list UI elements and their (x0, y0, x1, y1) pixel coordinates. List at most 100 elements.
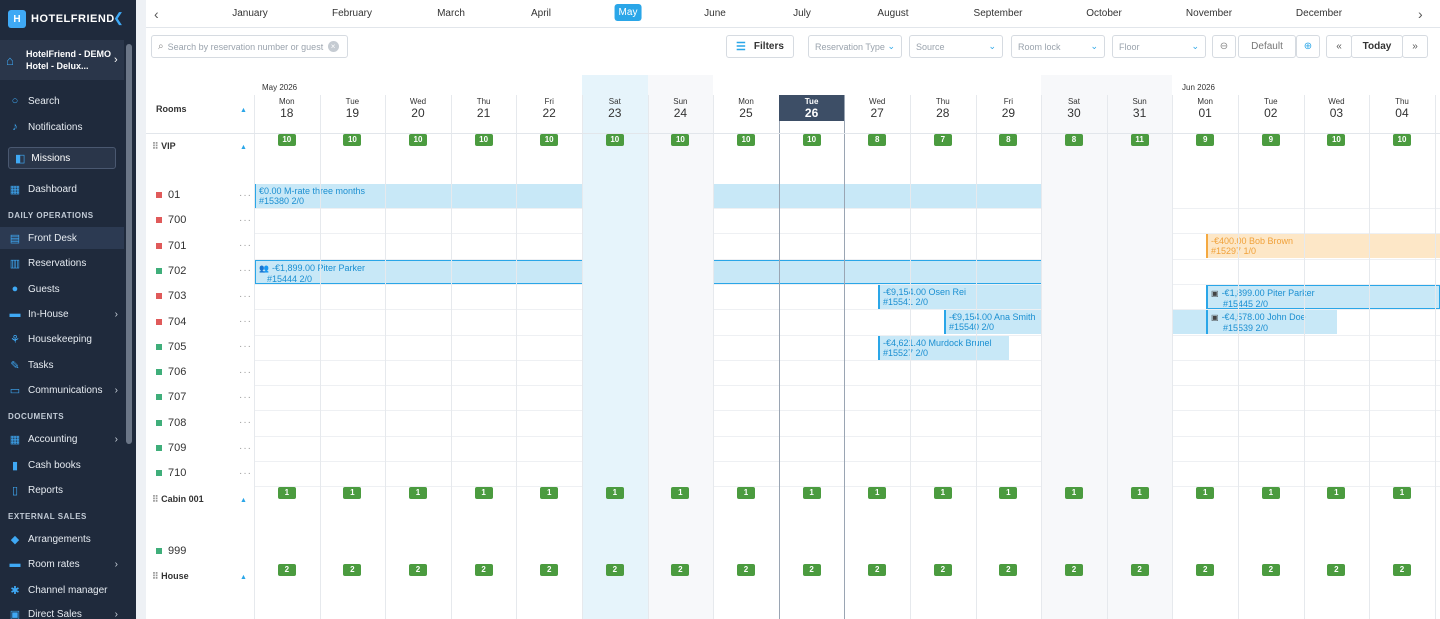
more-options-icon[interactable]: ··· (239, 189, 252, 201)
day-header[interactable]: Sun 24 (648, 95, 714, 121)
chevron-right-icon[interactable]: › (1418, 6, 1423, 22)
collapse-icon[interactable]: ▲ (240, 144, 247, 151)
reservation-bar[interactable]: -€4,621.40 Murdock Brunel #15527 2/0 (878, 336, 1009, 360)
sidebar-item-accounting[interactable]: ▦ Accounting › (0, 428, 124, 450)
room-708[interactable]: 708 ··· (156, 413, 252, 433)
more-options-icon[interactable]: ··· (239, 316, 252, 327)
month-january[interactable]: January (232, 8, 268, 19)
sidebar-item-guests[interactable]: ● Guests (0, 278, 124, 300)
hotel-selector[interactable]: ⌂ HotelFriend - DEMO Hotel - Delux... › (0, 40, 124, 80)
missions-button[interactable]: ◧ Missions (8, 147, 116, 169)
more-options-icon[interactable]: ··· (239, 341, 252, 353)
previous-period-button[interactable]: « (1326, 35, 1352, 58)
day-header[interactable]: Fri 29 (976, 95, 1042, 121)
day-header[interactable]: Mon 18 (254, 95, 320, 121)
room-701[interactable]: 701 ··· (156, 236, 252, 256)
reservation-bar[interactable]: ▣ -€1,899.00 Piter Parker #15445 2/0 (1206, 285, 1440, 309)
sidebar-item-notifications[interactable]: ♪ Notifications (0, 116, 124, 138)
room-705[interactable]: 705 ··· (156, 337, 252, 357)
sidebar-item-search[interactable]: ○ Search (0, 90, 124, 112)
group-house[interactable]: ⠿ House (152, 571, 189, 582)
day-header[interactable]: Tue 02 (1238, 95, 1304, 121)
zoom-out-button[interactable]: ⊖ (1212, 35, 1236, 58)
clear-icon[interactable]: × (327, 41, 339, 52)
chevron-left-icon[interactable]: ‹ (154, 6, 159, 22)
month-march[interactable]: March (437, 8, 465, 19)
reservation-bar[interactable]: -€400.00 Bob Brown #15297 1/0 (1206, 234, 1440, 258)
sidebar-item-reservations[interactable]: ▥ Reservations (0, 252, 124, 274)
room-702[interactable]: 702 ··· (156, 261, 252, 281)
sidebar-item-direct-sales[interactable]: ▣ Direct Sales › (0, 603, 124, 619)
month-february[interactable]: February (331, 8, 373, 19)
sidebar-item-arrangements[interactable]: ◆ Arrangements (0, 528, 124, 550)
more-options-icon[interactable]: ··· (239, 366, 252, 378)
sidebar-item-channel-manager[interactable]: ✱ Channel manager (0, 579, 124, 601)
room-707[interactable]: 707 ··· (156, 387, 252, 407)
collapse-sidebar-icon[interactable]: ❮ (113, 10, 124, 25)
room-710[interactable]: 710 ··· (156, 463, 252, 483)
more-options-icon[interactable]: ··· (239, 442, 252, 454)
logo[interactable]: H HOTELFRIEND (8, 8, 115, 30)
more-options-icon[interactable]: ··· (239, 240, 252, 252)
more-options-icon[interactable]: ··· (239, 214, 252, 226)
month-july[interactable]: July (793, 8, 811, 19)
room-704[interactable]: 704 ··· (156, 312, 252, 332)
month-may[interactable]: May (614, 4, 642, 21)
month-june[interactable]: June (704, 8, 726, 19)
month-april[interactable]: April (530, 8, 552, 19)
sidebar-item-front-desk[interactable]: ▤ Front Desk (0, 227, 124, 249)
day-header[interactable]: Sat 30 (1041, 95, 1107, 121)
more-options-icon[interactable]: ··· (239, 290, 252, 302)
sort-icon[interactable]: ▲ (240, 107, 247, 114)
room-999[interactable]: 999 (156, 541, 252, 561)
day-header[interactable]: Sat 23 (582, 95, 648, 121)
zoom-in-button[interactable]: ⊕ (1296, 35, 1320, 58)
collapse-icon[interactable]: ▲ (240, 574, 247, 581)
next-period-button[interactable]: » (1402, 35, 1428, 58)
day-header[interactable]: Thu 21 (451, 95, 517, 121)
sidebar-item-room-rates[interactable]: ▬ Room rates › (0, 553, 124, 575)
floor-select[interactable]: Floor ⌄ (1112, 35, 1206, 58)
sidebar-item-cash-books[interactable]: ▮ Cash books (0, 454, 124, 476)
sidebar-item-communications[interactable]: ▭ Communications › (0, 379, 124, 401)
day-header[interactable]: Thu 28 (910, 95, 976, 121)
day-header[interactable]: Thu 04 (1369, 95, 1435, 121)
more-options-icon[interactable]: ··· (239, 391, 252, 403)
group-vip[interactable]: ⠿ VIP (152, 141, 176, 152)
day-header[interactable]: Wed 20 (385, 95, 451, 121)
sidebar-item-in-house[interactable]: ▬ In-House › (0, 303, 124, 325)
sidebar-item-housekeeping[interactable]: ⚘ Housekeeping (0, 328, 124, 350)
month-august[interactable]: August (877, 8, 909, 19)
day-header[interactable]: Wed 03 (1304, 95, 1370, 121)
month-september[interactable]: September (973, 8, 1023, 19)
room-01[interactable]: 01 ··· (156, 185, 252, 205)
sidebar-item-reports[interactable]: ▯ Reports (0, 479, 124, 501)
day-header[interactable]: Mon 25 (713, 95, 779, 121)
day-header[interactable]: Wed 27 (844, 95, 910, 121)
day-header[interactable]: Fri 22 (516, 95, 582, 121)
room-703[interactable]: 703 ··· (156, 286, 252, 306)
day-header[interactable]: Sun 31 (1107, 95, 1173, 121)
room-706[interactable]: 706 ··· (156, 362, 252, 382)
month-november[interactable]: November (1185, 8, 1233, 19)
month-october[interactable]: October (1086, 8, 1122, 19)
day-header[interactable]: Mon 01 (1172, 95, 1238, 121)
sidebar-item-dashboard[interactable]: ▦ Dashboard (0, 178, 124, 200)
month-december[interactable]: December (1295, 8, 1343, 19)
day-header[interactable]: Tue 26 (778, 95, 845, 121)
group-cabin-001[interactable]: ⠿ Cabin 001 (152, 494, 204, 505)
more-options-icon[interactable]: ··· (239, 417, 252, 429)
today-button[interactable]: Today (1351, 35, 1403, 58)
room-lock-select[interactable]: Room lock ⌄ (1011, 35, 1105, 58)
more-options-icon[interactable]: ··· (239, 467, 252, 479)
source-select[interactable]: Source ⌄ (909, 35, 1003, 58)
reservation-type-select[interactable]: Reservation Type ⌄ (808, 35, 902, 58)
sidebar-item-tasks[interactable]: ✎ Tasks (0, 354, 124, 376)
collapse-icon[interactable]: ▲ (240, 497, 247, 504)
filters-button[interactable]: ☰ Filters (726, 35, 794, 58)
room-709[interactable]: 709 ··· (156, 438, 252, 458)
reservation-bar[interactable]: ▣ -€4,578.00 John Doe #15539 2/0 (1206, 310, 1337, 334)
room-700[interactable]: 700 ··· (156, 210, 252, 230)
sidebar-scrollbar[interactable] (126, 44, 132, 444)
more-options-icon[interactable]: ··· (239, 265, 252, 277)
